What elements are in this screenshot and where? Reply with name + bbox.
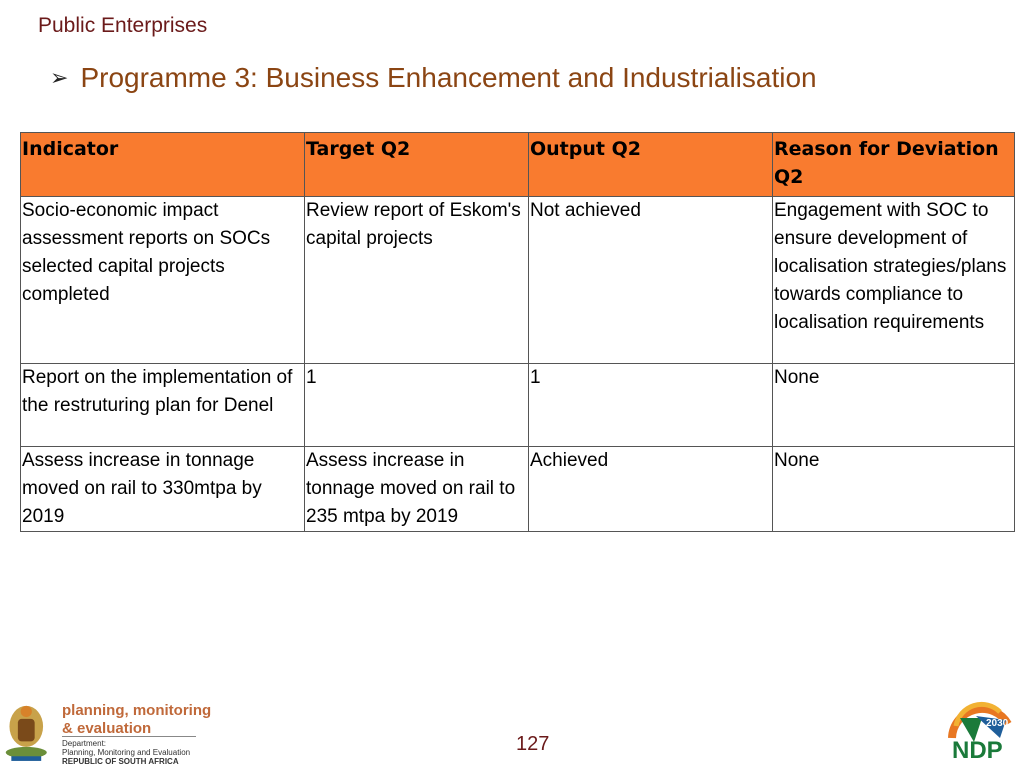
ndp-year: 2030 bbox=[986, 718, 1009, 729]
table-row: Report on the implementation of the rest… bbox=[20, 363, 1015, 447]
column-header: Indicator bbox=[20, 132, 305, 197]
table-cell: 1 bbox=[528, 363, 773, 447]
logo-divider bbox=[62, 736, 196, 737]
slide-title-text: Programme 3: Business Enhancement and In… bbox=[80, 62, 817, 93]
arrow-bullet-icon: ➢ bbox=[50, 65, 69, 90]
column-header: Target Q2 bbox=[304, 132, 529, 197]
table-cell: 1 bbox=[304, 363, 529, 447]
table-cell: None bbox=[772, 446, 1015, 532]
dept-line-3: REPUBLIC OF SOUTH AFRICA bbox=[62, 757, 179, 766]
ndp-2030-logo-icon: 2030 NDP bbox=[948, 701, 1012, 762]
coat-of-arms-icon bbox=[5, 705, 47, 761]
table-cell: Assess increase in tonnage moved on rail… bbox=[304, 446, 529, 532]
slide-title: ➢ Programme 3: Business Enhancement and … bbox=[50, 62, 817, 94]
column-header: Output Q2 bbox=[528, 132, 773, 197]
dept-line-1: Department: bbox=[62, 739, 107, 748]
table-cell: Report on the implementation of the rest… bbox=[20, 363, 305, 447]
department-text: Department: Planning, Monitoring and Eva… bbox=[62, 739, 190, 766]
table-cell: None bbox=[772, 363, 1015, 447]
table-row: Assess increase in tonnage moved on rail… bbox=[20, 446, 1015, 532]
section-title: Public Enterprises bbox=[38, 14, 208, 37]
ndp-text: NDP bbox=[952, 737, 1003, 762]
table-cell: Engagement with SOC to ensure developmen… bbox=[772, 196, 1015, 364]
dpme-logo-line1: planning, monitoring bbox=[62, 702, 212, 719]
column-header: Reason for Deviation Q2 bbox=[772, 132, 1015, 197]
table-cell: Assess increase in tonnage moved on rail… bbox=[20, 446, 305, 532]
table-header-row: Indicator Target Q2 Output Q2 Reason for… bbox=[20, 132, 1015, 197]
indicator-table: Indicator Target Q2 Output Q2 Reason for… bbox=[20, 132, 1015, 532]
table-cell: Not achieved bbox=[528, 196, 773, 364]
table-row: Socio-economic impact assessment reports… bbox=[20, 196, 1015, 364]
dpme-logo-line2: & evaluation bbox=[62, 720, 152, 737]
dept-line-2: Planning, Monitoring and Evaluation bbox=[62, 748, 191, 757]
page-number: 127 bbox=[516, 733, 550, 755]
table-cell: Socio-economic impact assessment reports… bbox=[20, 196, 305, 364]
table-cell: Review report of Eskom's capital project… bbox=[304, 196, 529, 364]
table-cell: Achieved bbox=[528, 446, 773, 532]
